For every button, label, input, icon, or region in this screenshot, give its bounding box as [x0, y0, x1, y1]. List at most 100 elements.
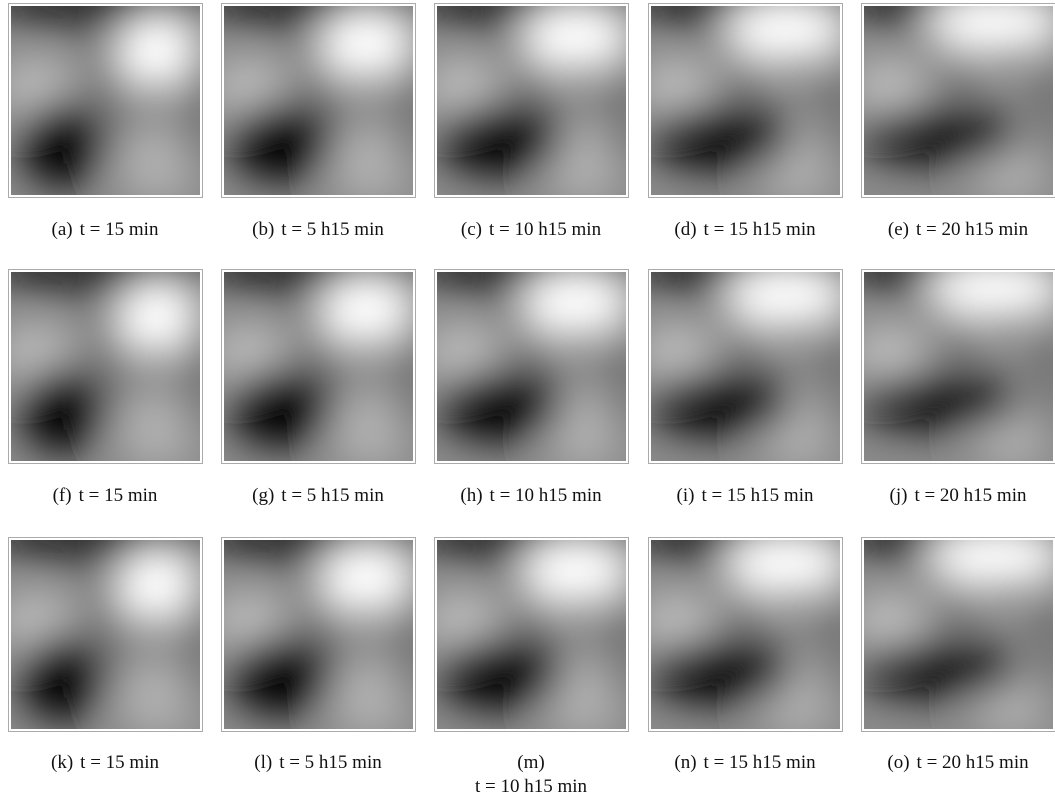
blob — [651, 105, 793, 169]
blob — [610, 53, 626, 173]
blob — [824, 53, 840, 173]
blob — [651, 58, 714, 118]
blob — [651, 324, 714, 384]
blob — [1037, 53, 1053, 173]
blob — [864, 58, 927, 118]
blob — [651, 639, 793, 703]
field — [864, 540, 1053, 729]
panel-caption: (k) t = 15 min — [0, 751, 211, 775]
blob — [520, 540, 626, 605]
blob — [329, 659, 413, 729]
blob — [723, 272, 840, 328]
field-blobs — [11, 6, 200, 195]
field — [11, 6, 200, 195]
panel-label: (k) — [51, 752, 74, 773]
field — [864, 272, 1053, 461]
blob — [925, 272, 1053, 319]
blob — [864, 324, 927, 384]
panel-time: t = 15 h15 min — [703, 219, 816, 240]
blob — [439, 103, 563, 175]
panel-time: t = 20 h15 min — [916, 752, 1029, 773]
field — [651, 540, 840, 729]
blob — [397, 53, 413, 173]
panel-caption: (a) t = 15 min — [0, 218, 211, 242]
panel-label: (b) — [252, 219, 275, 240]
blob — [824, 319, 840, 439]
blob — [318, 8, 413, 80]
blob — [397, 319, 413, 439]
blob — [651, 371, 793, 435]
panel-label: (e) — [887, 219, 910, 240]
blob — [397, 587, 413, 707]
panel-image — [861, 537, 1055, 732]
panel-time: t = 15 min — [80, 752, 159, 773]
blob — [542, 391, 626, 461]
blob — [329, 391, 413, 461]
panel-label: (o) — [887, 752, 910, 773]
panel-caption: (g) t = 5 h15 min — [212, 484, 424, 508]
field — [864, 6, 1053, 195]
panel-image — [434, 537, 629, 732]
field — [11, 540, 200, 729]
panel-time: t = 20 h15 min — [914, 485, 1027, 506]
panel-time: t = 15 min — [78, 485, 158, 506]
panel-image — [648, 537, 843, 732]
panel-caption: (d) t = 15 h15 min — [639, 218, 851, 242]
panel-label: (n) — [674, 752, 697, 773]
blob — [723, 540, 840, 596]
blob — [1037, 587, 1053, 707]
panel-image — [221, 3, 416, 198]
field-blobs — [864, 6, 1053, 195]
field-blobs — [437, 272, 626, 461]
panel-caption: (i) t = 15 h15 min — [639, 484, 851, 508]
field-blobs — [11, 272, 200, 461]
blob — [329, 125, 413, 195]
blob — [21, 365, 105, 453]
blob — [824, 587, 840, 707]
panel-image — [861, 269, 1055, 464]
field-blobs — [224, 540, 413, 729]
blob — [864, 641, 1022, 697]
panel-time: t = 10 h15 min — [474, 776, 588, 797]
blob — [184, 319, 200, 439]
blob — [439, 369, 563, 441]
field — [224, 6, 413, 195]
panel-label: (d) — [674, 219, 697, 240]
panel-time: t = 5 h15 min — [279, 752, 382, 773]
field — [224, 272, 413, 461]
field-blobs — [437, 6, 626, 195]
panel-time: t = 10 h15 min — [489, 485, 602, 506]
blob — [1037, 319, 1053, 439]
blob — [925, 540, 1053, 587]
panel-time: t = 15 h15 min — [701, 485, 814, 506]
blob — [230, 101, 334, 181]
field-blobs — [224, 272, 413, 461]
blob — [116, 391, 200, 461]
field — [437, 6, 626, 195]
panel-image — [8, 537, 203, 732]
blob — [184, 587, 200, 707]
blob — [610, 319, 626, 439]
blob — [318, 542, 413, 614]
blob — [439, 637, 563, 709]
panel-time: t = 15 min — [79, 219, 159, 240]
panel-label: (f) — [52, 485, 72, 506]
field — [224, 540, 413, 729]
blob — [542, 125, 626, 195]
blob — [520, 6, 626, 71]
field-blobs — [11, 540, 200, 729]
blob — [437, 58, 500, 118]
field-blobs — [651, 6, 840, 195]
panel-image — [221, 537, 416, 732]
panel-label: (h) — [460, 485, 483, 506]
panel-caption: (o) t = 20 h15 min — [852, 751, 1055, 775]
panel-time: t = 10 h15 min — [489, 219, 602, 240]
blob — [230, 367, 334, 447]
panel-caption: (f) t = 15 min — [0, 484, 211, 508]
panel-image — [861, 3, 1055, 198]
panel-caption: (e) t = 20 h15 min — [852, 218, 1055, 242]
panel-image — [434, 269, 629, 464]
panel-image — [8, 3, 203, 198]
blob — [723, 6, 840, 62]
field — [437, 540, 626, 729]
